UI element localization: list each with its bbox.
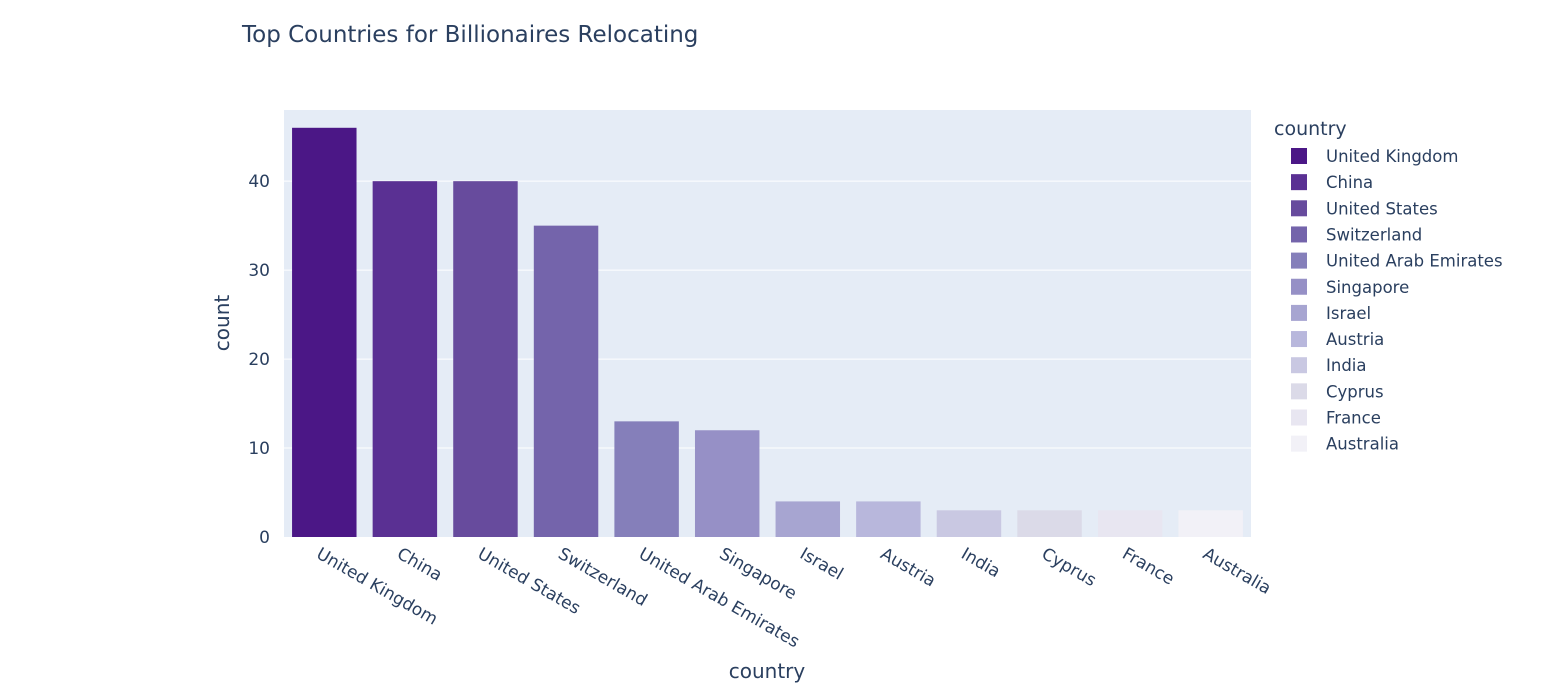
y-tick-label: 10 <box>248 439 270 459</box>
legend-item-label[interactable]: Singapore <box>1326 278 1409 297</box>
legend-swatch[interactable] <box>1291 174 1307 191</box>
bar[interactable] <box>533 225 599 538</box>
x-axis-title: country <box>729 659 806 683</box>
legend-swatch[interactable] <box>1291 435 1307 452</box>
legend-swatch[interactable] <box>1291 409 1307 426</box>
x-tick-label: China <box>393 544 445 586</box>
legend-item-label[interactable]: India <box>1326 356 1367 375</box>
legend-item-label[interactable]: Australia <box>1326 435 1399 454</box>
bar[interactable] <box>614 421 679 537</box>
legend-swatch[interactable] <box>1291 304 1307 321</box>
legend-item-label[interactable]: United Kingdom <box>1326 147 1458 166</box>
bar[interactable] <box>1178 510 1243 537</box>
x-tick-label: Australia <box>1199 544 1274 599</box>
x-tick-label: Cyprus <box>1038 544 1100 591</box>
legend-swatch[interactable] <box>1291 357 1307 374</box>
legend-swatch[interactable] <box>1291 200 1307 217</box>
legend-item-label[interactable]: United States <box>1326 199 1438 218</box>
bar[interactable] <box>1097 510 1163 537</box>
legend-item-label[interactable]: Austria <box>1326 330 1384 349</box>
chart-title: Top Countries for Billionaires Relocatin… <box>241 22 698 48</box>
x-tick-label: France <box>1119 544 1178 590</box>
legend-swatch[interactable] <box>1291 278 1307 295</box>
legend: country United Kingdom China United States… <box>1274 118 1503 454</box>
gridlines <box>284 180 1251 449</box>
bar[interactable] <box>372 181 438 537</box>
bars[interactable] <box>292 127 1243 538</box>
legend-item-label[interactable]: France <box>1326 409 1381 428</box>
y-tick-label: 0 <box>259 528 270 548</box>
legend-swatch[interactable] <box>1291 252 1307 269</box>
legend-item-label[interactable]: United Arab Emirates <box>1326 252 1503 271</box>
legend-item-label[interactable]: Cyprus <box>1326 382 1384 401</box>
y-tick-label: 20 <box>248 350 270 370</box>
legend-swatch[interactable] <box>1291 148 1307 164</box>
bar[interactable] <box>1017 510 1082 537</box>
bar[interactable] <box>775 501 841 537</box>
y-axis-ticks: 0 10 20 30 40 <box>248 172 270 548</box>
x-tick-label: Austria <box>877 544 939 591</box>
legend-item-label[interactable]: Israel <box>1326 304 1371 323</box>
bar[interactable] <box>936 510 1002 537</box>
legend-swatch[interactable] <box>1291 226 1307 243</box>
bar[interactable] <box>292 127 357 538</box>
legend-swatch[interactable] <box>1291 383 1307 400</box>
y-axis-title: count <box>210 295 234 352</box>
legend-item-label[interactable]: Switzerland <box>1326 225 1422 244</box>
y-tick-label: 30 <box>248 261 270 281</box>
x-tick-label: India <box>957 544 1003 582</box>
bar[interactable] <box>694 430 760 537</box>
bar[interactable] <box>856 501 921 537</box>
y-tick-label: 40 <box>248 172 270 192</box>
bar[interactable] <box>453 181 518 537</box>
legend-item-label[interactable]: China <box>1326 173 1373 192</box>
legend-swatch[interactable] <box>1291 331 1307 348</box>
legend-title: country <box>1274 118 1347 140</box>
x-tick-label: Israel <box>796 544 846 585</box>
